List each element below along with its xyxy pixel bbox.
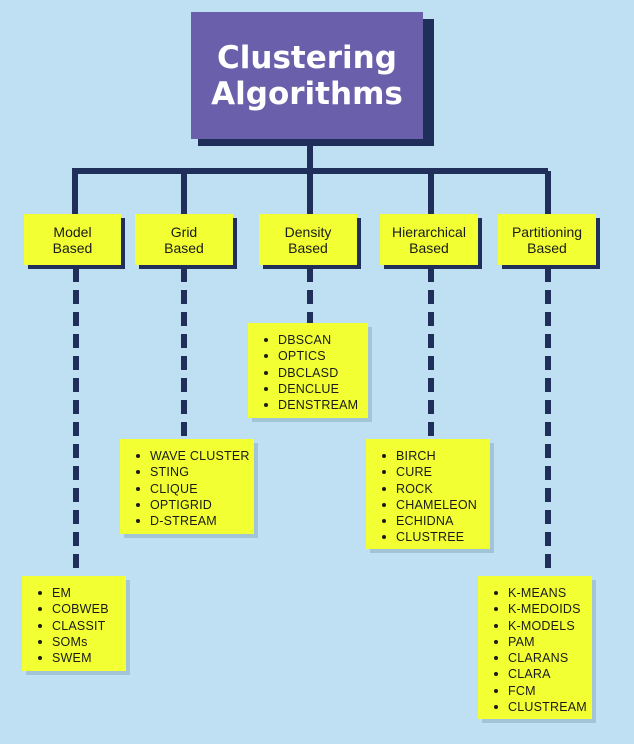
list-item: CURE xyxy=(380,464,484,480)
list-item: CLARANS xyxy=(492,650,586,666)
list-item: OPTICS xyxy=(262,348,362,364)
list-item: ECHIDNA xyxy=(380,513,484,529)
list-item: BIRCH xyxy=(380,448,484,464)
list-item: DBCLASD xyxy=(262,365,362,381)
title-line-2: Algorithms xyxy=(211,75,403,112)
list-item: DENSTREAM xyxy=(262,397,362,413)
category-label: Hierarchical xyxy=(392,223,466,240)
list-item: D-STREAM xyxy=(134,513,248,529)
title-box: Clustering Algorithms xyxy=(191,12,423,139)
list-item: CLUSTREAM xyxy=(492,699,587,715)
list-partitioning: K-MEANS K-MEDOIDS K-MODELS PAM CLARANS C… xyxy=(478,576,592,719)
list-item: STING xyxy=(134,464,248,480)
category-density: Density Based xyxy=(259,214,357,265)
list-item: CLASSIT xyxy=(36,618,120,634)
list-item: CLUSTREE xyxy=(380,529,484,545)
category-grid: Grid Based xyxy=(135,214,233,265)
category-label: Partitioning xyxy=(511,223,583,240)
category-label: Based xyxy=(409,239,449,256)
category-partitioning: Partitioning Based xyxy=(498,214,596,265)
category-label: Based xyxy=(52,239,93,256)
list-item: SOMs xyxy=(36,634,120,650)
category-label: Based xyxy=(288,239,328,256)
list-item: CLARA xyxy=(492,666,586,682)
list-item: COBWEB xyxy=(36,601,120,617)
list-item: OPTIGRID xyxy=(134,497,248,513)
list-grid: WAVE CLUSTER STING CLIQUE OPTIGRID D-STR… xyxy=(120,439,254,534)
list-hierarchical: BIRCH CURE ROCK CHAMELEON ECHIDNA CLUSTR… xyxy=(366,439,490,549)
list-item: DBSCAN xyxy=(262,332,362,348)
list-model: EM COBWEB CLASSIT SOMs SWEM xyxy=(22,576,126,671)
category-label: Density xyxy=(284,223,332,240)
category-model: Model Based xyxy=(24,214,121,265)
list-item: EM xyxy=(36,585,120,601)
list-item: DENCLUE xyxy=(262,381,362,397)
list-item: K-MODELS xyxy=(492,618,586,634)
list-item: K-MEDOIDS xyxy=(492,601,586,617)
list-item: WAVE CLUSTER xyxy=(134,448,249,464)
list-item: CHAMELEON xyxy=(380,497,484,513)
category-hierarchical: Hierarchical Based xyxy=(380,214,478,265)
list-item: PAM xyxy=(492,634,586,650)
list-item: ROCK xyxy=(380,481,484,497)
category-label: Grid xyxy=(170,223,198,240)
list-item: SWEM xyxy=(36,650,120,666)
list-density: DBSCAN OPTICS DBCLASD DENCLUE DENSTREAM xyxy=(248,323,368,418)
list-item: CLIQUE xyxy=(134,481,248,497)
title-line-1: Clustering xyxy=(217,39,397,76)
list-item: K-MEANS xyxy=(492,585,586,601)
list-item: FCM xyxy=(492,683,586,699)
category-label: Model xyxy=(53,223,92,240)
category-label: Based xyxy=(164,239,204,256)
category-label: Based xyxy=(527,239,567,256)
